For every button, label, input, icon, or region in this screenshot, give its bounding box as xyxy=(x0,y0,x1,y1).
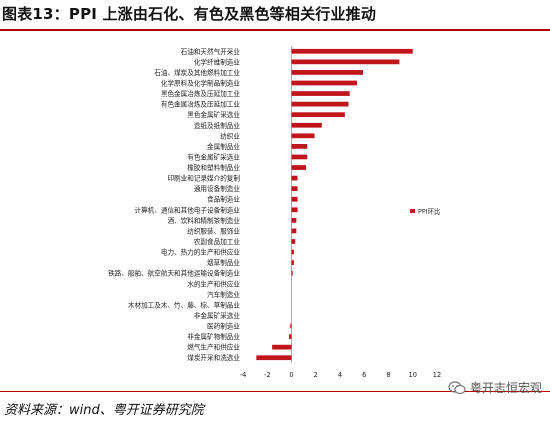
bar xyxy=(291,260,294,265)
footer-divider xyxy=(0,391,550,392)
bar xyxy=(291,154,308,160)
bar xyxy=(291,175,298,181)
x-tick-label: 6 xyxy=(362,371,366,379)
title-bar: 图表13：PPI 上涨由石化、有色及黑色等相关行业推动 xyxy=(0,0,550,28)
bar xyxy=(291,144,308,149)
x-tick-label: 8 xyxy=(386,371,390,379)
watermark-text: 粤开志恒宏观 xyxy=(469,381,542,395)
category-label: 烟草制品业 xyxy=(207,258,240,267)
category-label: 铁路、船舶、航空航天和其他运输设备制造业 xyxy=(108,269,240,278)
bar xyxy=(289,334,292,339)
x-tick-label: -2 xyxy=(264,371,271,379)
bar-chart: 石油和天然气开采业化学纤维制造业石油、煤炭及其他燃料加工业化学原料及化学制品制造… xyxy=(108,46,441,379)
bar xyxy=(291,165,307,170)
bar xyxy=(291,239,296,244)
bar xyxy=(291,228,297,234)
bar xyxy=(291,112,345,118)
category-label: 木材加工及木、竹、藤、棕、草制品业 xyxy=(128,300,240,309)
category-label: 化学原料及化学制品制造业 xyxy=(161,78,241,87)
category-label: 黑色金属矿采选业 xyxy=(187,110,240,119)
bar xyxy=(290,323,292,329)
category-label: 纺织业 xyxy=(220,131,240,140)
bar xyxy=(291,59,400,65)
category-label: 石油和天然气开采业 xyxy=(181,47,241,56)
x-tick-label: 10 xyxy=(409,371,417,379)
source-note: 资料来源：wind、粤开证券研究院 xyxy=(4,403,204,418)
watermark: 粤开志恒宏观 xyxy=(448,379,542,396)
category-label: 非金属矿采选业 xyxy=(194,311,241,320)
bar xyxy=(291,207,298,213)
category-label: 通用设备制造业 xyxy=(194,184,241,193)
wechat-icon xyxy=(448,380,466,395)
bar xyxy=(291,217,297,223)
category-label: 医药制造业 xyxy=(207,322,240,331)
category-label: 橡胶和塑料制品业 xyxy=(187,163,240,172)
category-label: 印刷业和记录媒介的复制 xyxy=(167,174,240,183)
bar xyxy=(291,186,298,192)
category-label: 有色金属冶炼及压延加工业 xyxy=(161,100,241,109)
x-tick-label: 0 xyxy=(289,371,293,379)
category-label: 纺织服装、服饰业 xyxy=(187,226,240,235)
category-label: 金属制品业 xyxy=(207,142,240,151)
category-label: 酒、饮料和精制茶制造业 xyxy=(167,216,240,225)
legend-label: PPI环比 xyxy=(418,207,441,216)
chart-title: 图表13：PPI 上涨由石化、有色及黑色等相关行业推动 xyxy=(2,5,377,23)
category-label: 有色金属矿采选业 xyxy=(187,152,240,161)
category-label: 化学纤维制造业 xyxy=(194,57,241,66)
bar xyxy=(291,122,322,128)
category-label: 汽车制造业 xyxy=(207,290,240,299)
bar xyxy=(291,91,350,96)
category-label: 农副食品加工业 xyxy=(194,237,241,246)
category-label: 黑色金属冶炼及压延加工业 xyxy=(161,89,241,98)
category-label: 燃气生产和供应业 xyxy=(187,343,240,352)
x-tick-label: 2 xyxy=(314,371,318,379)
x-tick-label: 4 xyxy=(338,371,342,379)
title-divider xyxy=(0,29,550,31)
x-tick-label: -4 xyxy=(240,371,247,379)
bar xyxy=(291,196,298,202)
bar xyxy=(291,80,357,86)
bar xyxy=(291,249,294,255)
category-label: 食品制造业 xyxy=(207,195,240,204)
category-label: 水的生产和供应业 xyxy=(187,279,240,288)
category-label: 计算机、通信和其他电子设备制造业 xyxy=(135,205,241,214)
bar xyxy=(291,70,364,75)
bar xyxy=(291,133,315,139)
category-label: 石油、煤炭及其他燃料加工业 xyxy=(154,68,240,77)
bar xyxy=(291,48,413,54)
category-label: 造纸及纸制品业 xyxy=(194,121,241,130)
legend-swatch xyxy=(410,209,415,213)
category-label: 非金属矿物制品业 xyxy=(187,332,240,341)
x-tick-label: 12 xyxy=(433,371,441,379)
category-label: 煤炭开采和洗选业 xyxy=(187,353,240,362)
bar xyxy=(272,344,292,350)
bar xyxy=(256,355,292,361)
bar xyxy=(291,270,293,276)
bar xyxy=(291,101,349,107)
category-label: 电力、热力的生产和供应业 xyxy=(161,248,241,257)
